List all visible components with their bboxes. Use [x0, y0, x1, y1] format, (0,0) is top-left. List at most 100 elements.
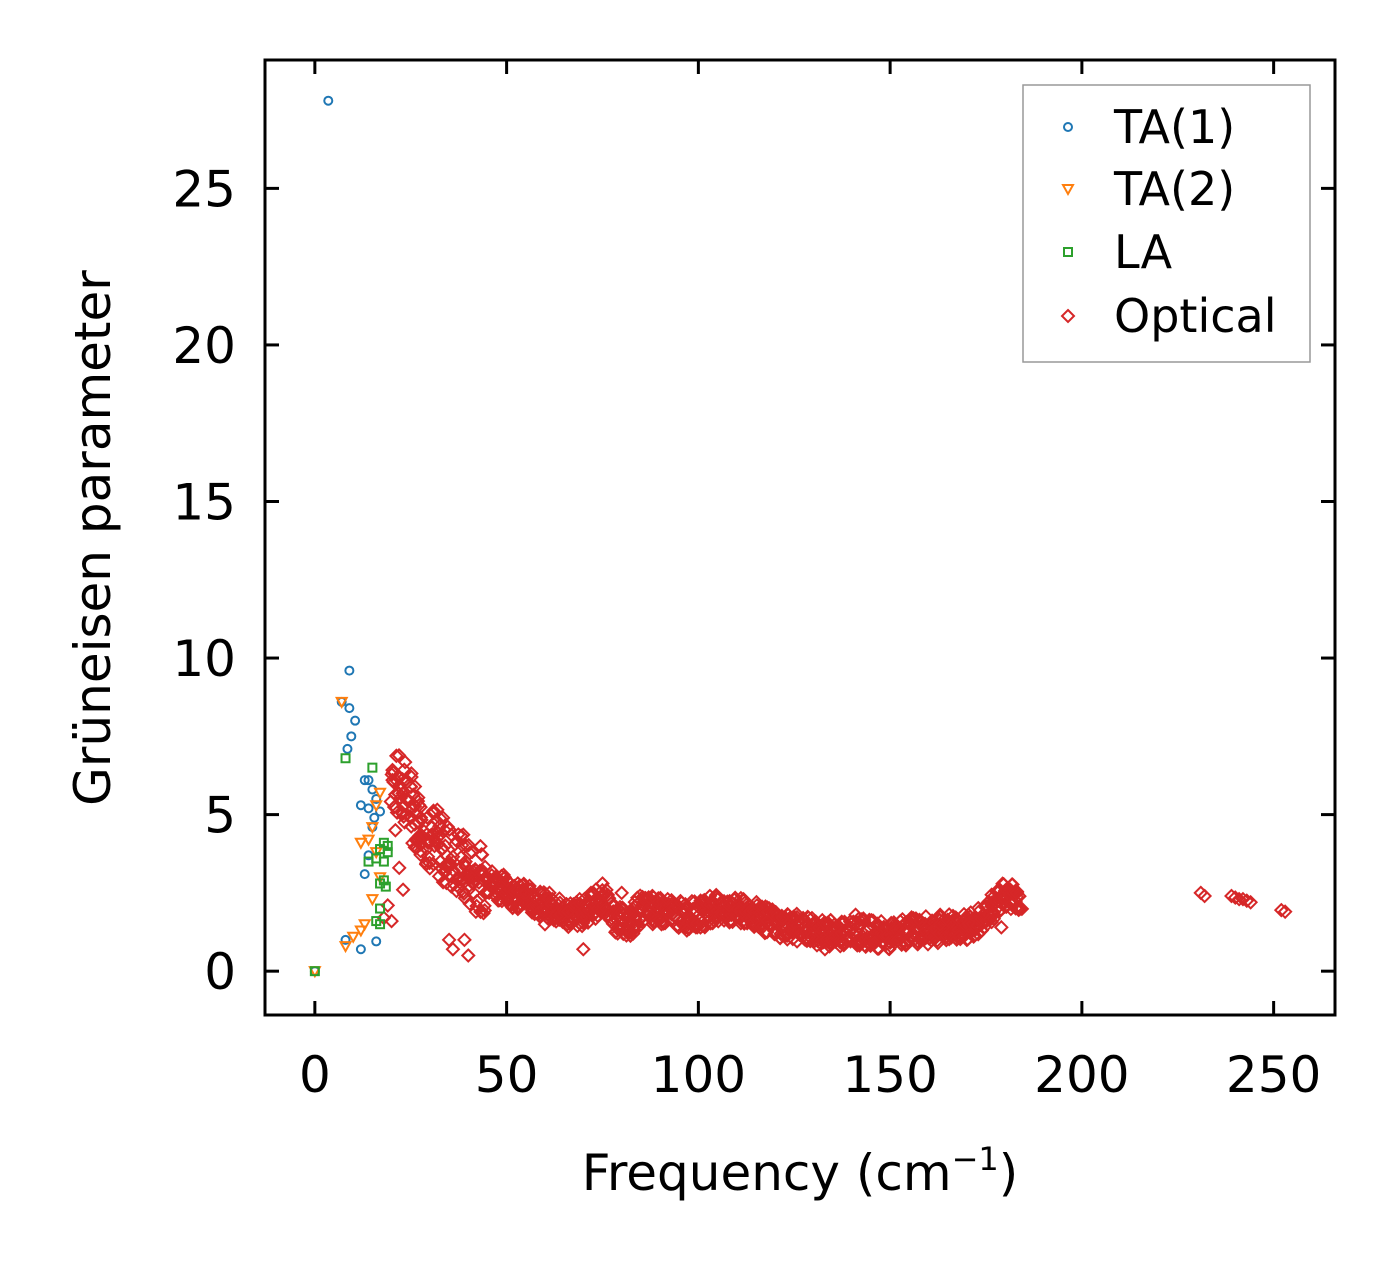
data-point: [355, 944, 366, 955]
data-point: [338, 941, 353, 954]
x-axis-label-close: ): [999, 1144, 1019, 1202]
data-point: [445, 941, 461, 957]
data-point: [1224, 888, 1239, 904]
data-point: [460, 948, 476, 963]
data-point: [537, 916, 553, 932]
data-point: [309, 966, 320, 977]
data-point: [775, 910, 791, 926]
legend-marker: [1060, 308, 1076, 324]
optical-mode-point: [427, 838, 442, 854]
data-point: [354, 837, 368, 850]
optical-mode-point: [391, 785, 406, 801]
optical-mode-point: [1012, 901, 1028, 917]
data-point: [993, 919, 1009, 935]
optical-mode-point: [974, 922, 990, 938]
y-tick-label: 0: [204, 943, 236, 1001]
data-point: [361, 834, 376, 847]
data-point: [358, 919, 372, 932]
optical-mode-point: [442, 822, 457, 837]
y-tick-label: 5: [204, 787, 236, 845]
data-point: [625, 926, 641, 942]
optical-mode-point: [737, 895, 753, 911]
data-point: [422, 835, 438, 851]
optical-mode-point: [477, 903, 493, 918]
data-point: [1009, 885, 1025, 901]
data-point: [365, 822, 380, 835]
optical-mode-point: [472, 838, 488, 854]
legend-label-ta2: TA(2): [1113, 162, 1235, 216]
data-point: [375, 903, 386, 914]
optical-mode-point: [404, 766, 419, 781]
optical-mode-point: [412, 828, 427, 843]
data-point: [1239, 893, 1255, 909]
legend: TA(1) TA(2) LA Optical: [1022, 84, 1311, 363]
optical-mode-point: [397, 754, 413, 770]
optical-mode-point: [432, 811, 448, 826]
data-point: [344, 703, 355, 714]
data-point: [817, 941, 833, 957]
x-tick-label: 150: [842, 1046, 937, 1104]
data-point: [457, 932, 472, 948]
data-point: [890, 932, 906, 948]
data-point: [759, 913, 775, 929]
optical-mode-point: [477, 859, 493, 875]
data-point: [932, 916, 948, 932]
data-point: [518, 885, 534, 901]
data-point: [702, 888, 718, 904]
data-point: [384, 913, 399, 929]
data-point: [487, 869, 503, 885]
data-point: [913, 913, 929, 929]
data-point: [342, 743, 353, 754]
x-axis-label: Frequency (cm−1): [582, 1140, 1019, 1202]
data-point: [373, 787, 387, 800]
optical-mode-point: [413, 810, 429, 825]
optical-mode-point: [455, 883, 471, 899]
optical-mode-point: [435, 874, 451, 890]
data-point: [323, 95, 334, 106]
optical-mode-point: [461, 837, 477, 853]
data-point: [378, 875, 389, 886]
legend-markers: [1060, 122, 1076, 324]
data-point: [395, 882, 411, 898]
optical-mode-point: [414, 812, 429, 828]
data-point: [391, 769, 407, 785]
optical-mode-point: [407, 779, 423, 794]
data-point: [391, 860, 407, 876]
legend-label-optical: Optical: [1114, 289, 1276, 343]
data-point: [344, 665, 355, 676]
optical-mode-point: [502, 895, 518, 911]
optical-mode-point: [464, 844, 480, 860]
data-point: [1235, 891, 1251, 907]
data-point: [1243, 894, 1259, 910]
y-tick-label: 20: [172, 317, 236, 375]
data-point: [798, 913, 814, 929]
data-point: [335, 696, 349, 709]
data-point: [1273, 902, 1289, 918]
plot-frame: [263, 58, 1337, 1017]
data-point: [380, 881, 391, 892]
optical-mode-point: [455, 827, 471, 843]
optical-mode-point: [410, 815, 426, 831]
data-point: [340, 753, 351, 764]
data-point: [382, 840, 393, 851]
optical-mode-point: [469, 893, 485, 909]
data-point: [363, 803, 374, 814]
data-point: [848, 907, 864, 923]
x-tick-label: 100: [651, 1046, 746, 1104]
data-point: [660, 891, 676, 907]
optical-mode-point: [432, 827, 448, 843]
optical-mode-point: [477, 898, 492, 914]
data-point: [721, 897, 737, 913]
data-point: [595, 876, 610, 891]
data-point: [832, 938, 848, 954]
data-point: [867, 935, 883, 951]
data-point: [367, 762, 378, 773]
y-tick-label: 10: [172, 630, 236, 688]
data-point: [354, 925, 368, 938]
data-point: [403, 779, 419, 794]
data-point: [453, 860, 469, 876]
legend-marker: [1063, 122, 1073, 132]
optical-mode-point: [450, 827, 466, 842]
x-tick-label: 250: [1226, 1046, 1321, 1104]
axis-ticks: 0 50 100 150 200 250 0 5 10 15 20 25: [172, 60, 1335, 1104]
